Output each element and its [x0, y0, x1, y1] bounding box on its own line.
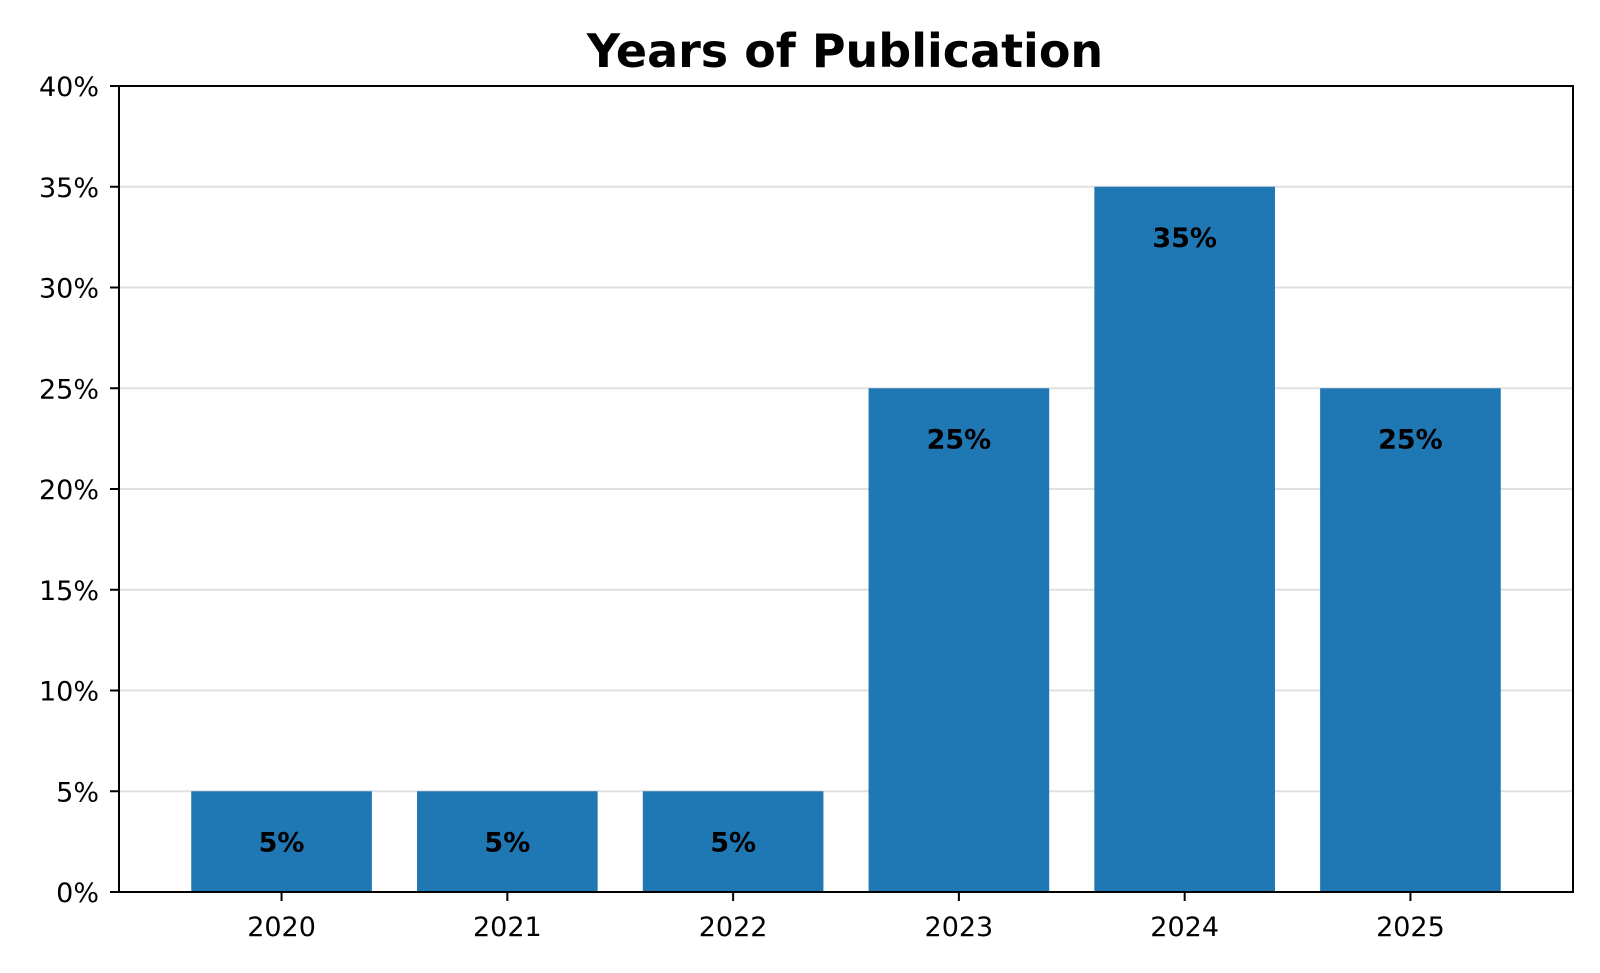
- bar-2022: [642, 791, 824, 892]
- data-label-2023: 25%: [927, 424, 992, 455]
- y-tick-label-35: 35%: [39, 173, 99, 204]
- y-tick-label-10: 10%: [39, 677, 99, 708]
- y-tick-label-5: 5%: [56, 777, 99, 808]
- x-tick-label-2023: 2023: [925, 912, 994, 943]
- y-tick-label-40: 40%: [39, 72, 99, 103]
- x-tick-label-2022: 2022: [699, 912, 768, 943]
- x-tick-label-2025: 2025: [1376, 912, 1445, 943]
- ticks-layer: 0% 5% 10% 15% 20% 25% 30% 35% 40% 2020 2021 2022 202…: [39, 72, 1445, 943]
- bar-2023: [868, 388, 1050, 892]
- bar-2024: [1094, 186, 1275, 892]
- data-labels-layer: 5% 5% 5% 25% 35% 25%: [259, 223, 1443, 859]
- data-label-2022: 5%: [710, 827, 756, 858]
- y-tick-label-25: 25%: [39, 374, 99, 405]
- grid-layer: [119, 185, 1573, 793]
- y-tick-label-20: 20%: [39, 475, 99, 506]
- bars-layer: [191, 186, 1501, 892]
- y-tick-label-0: 0%: [56, 878, 99, 909]
- x-tick-label-2020: 2020: [247, 912, 316, 943]
- bar-2021: [417, 791, 598, 892]
- y-tick-label-30: 30%: [39, 274, 99, 305]
- data-label-2021: 5%: [484, 827, 530, 858]
- data-label-2025: 25%: [1378, 424, 1443, 455]
- data-label-2024: 35%: [1152, 223, 1217, 254]
- y-tick-label-15: 15%: [39, 576, 99, 607]
- x-tick-label-2024: 2024: [1150, 912, 1219, 943]
- chart-title: Years of Publication: [586, 24, 1103, 78]
- x-tick-label-2021: 2021: [473, 912, 542, 943]
- bar-2020: [191, 791, 372, 892]
- bar-2025: [1320, 388, 1501, 892]
- data-label-2020: 5%: [259, 827, 305, 858]
